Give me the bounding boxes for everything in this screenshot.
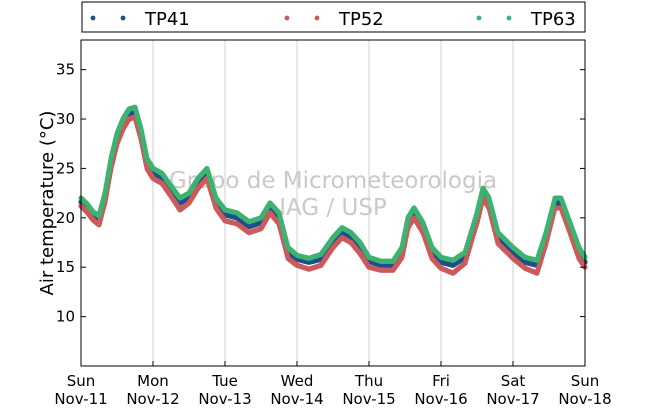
x-tick-day: Sat: [501, 372, 526, 390]
watermark-line: IAG / USP: [279, 195, 387, 221]
x-tick-day: Mon: [137, 372, 169, 390]
y-axis: 10 15 20 25 30 35: [56, 61, 585, 326]
legend-marker: [506, 15, 512, 21]
x-tick-day: Sun: [571, 372, 600, 390]
x-tick-label: Nov-16: [414, 390, 467, 408]
watermark-line: Grupo de Micrometeorologia: [169, 168, 497, 194]
legend-marker: [314, 15, 320, 21]
series-tp63: [78, 104, 588, 264]
x-tick-label: Nov-18: [558, 390, 611, 408]
y-tick-label: 25: [56, 159, 75, 177]
y-tick-label: 30: [56, 110, 75, 128]
legend-label-tp41: TP41: [144, 9, 190, 30]
legend-marker: [90, 15, 96, 21]
plot-area: [81, 40, 585, 366]
x-tick-day: Fri: [432, 372, 450, 390]
legend: TP41 TP52 TP63: [81, 1, 586, 33]
x-tick-label: Nov-13: [198, 390, 251, 408]
plot-frame: [80, 39, 586, 367]
legend-marker: [120, 15, 126, 21]
x-tick-day: Thu: [354, 372, 383, 390]
y-tick-label: 10: [56, 308, 75, 326]
x-tick-label: Nov-11: [54, 390, 107, 408]
grid-lines: [152, 40, 514, 366]
legend-label-tp52: TP52: [338, 9, 384, 30]
legend-marker: [284, 15, 290, 21]
x-tick-label: Nov-15: [342, 390, 395, 408]
legend-marker: [476, 15, 482, 21]
x-tick-label: Nov-12: [126, 390, 179, 408]
x-axis: SunNov-11MonNov-12TueNov-13WedNov-14ThuN…: [54, 361, 612, 408]
y-axis-label: Air temperature (°C): [37, 111, 58, 296]
legend-frame: [81, 1, 586, 33]
x-tick-day: Sun: [67, 372, 96, 390]
legend-label-tp63: TP63: [530, 9, 576, 30]
y-tick-label: 35: [56, 61, 75, 79]
series-layer: [78, 104, 588, 276]
x-tick-day: Tue: [211, 372, 238, 390]
x-tick-label: Nov-17: [486, 390, 539, 408]
y-tick-label: 15: [56, 258, 75, 276]
y-tick-label: 20: [56, 209, 75, 227]
x-tick-day: Wed: [281, 372, 314, 390]
x-tick-label: Nov-14: [270, 390, 323, 408]
